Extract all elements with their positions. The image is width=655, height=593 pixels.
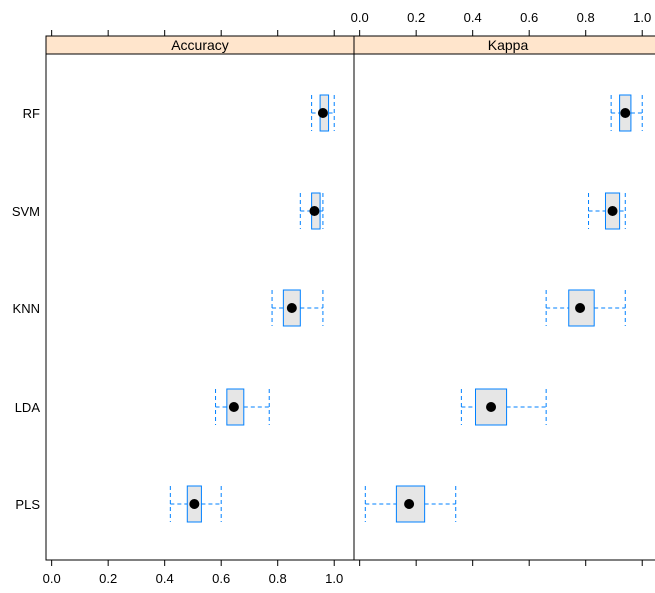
median-point: [575, 303, 586, 313]
x-tick-label-top: 0.6: [520, 10, 538, 25]
x-tick-label-top: 0.0: [351, 10, 369, 25]
y-tick-label: PLS: [15, 497, 40, 512]
y-tick-label: SVM: [12, 204, 40, 219]
x-tick-label-bottom: 1.0: [325, 571, 343, 586]
x-tick-label-bottom: 0.4: [156, 571, 174, 586]
panel-frame-1: [353, 53, 655, 561]
median-point: [607, 206, 618, 216]
y-tick-label: KNN: [13, 301, 40, 316]
x-tick-label-bottom: 0.0: [43, 571, 61, 586]
x-tick-label-bottom: 0.2: [99, 571, 117, 586]
median-point: [189, 499, 200, 509]
median-point: [486, 402, 497, 412]
median-point: [286, 303, 297, 313]
x-tick-label-top: 1.0: [633, 10, 651, 25]
x-tick-label-top: 0.2: [407, 10, 425, 25]
median-point: [309, 206, 320, 216]
panel-title: Kappa: [488, 37, 529, 53]
box-lda: [475, 388, 508, 426]
y-tick-label: LDA: [15, 400, 41, 415]
x-tick-label-bottom: 0.8: [269, 571, 287, 586]
x-tick-label-bottom: 0.6: [212, 571, 230, 586]
median-point: [404, 499, 415, 509]
median-point: [620, 108, 631, 118]
x-tick-label-top: 0.8: [577, 10, 595, 25]
panel-frame-0: [45, 53, 355, 561]
median-point: [317, 108, 328, 118]
panel-title: Accuracy: [171, 37, 229, 53]
x-tick-label-top: 0.4: [464, 10, 482, 25]
y-tick-label: RF: [23, 106, 40, 121]
median-point: [228, 402, 239, 412]
